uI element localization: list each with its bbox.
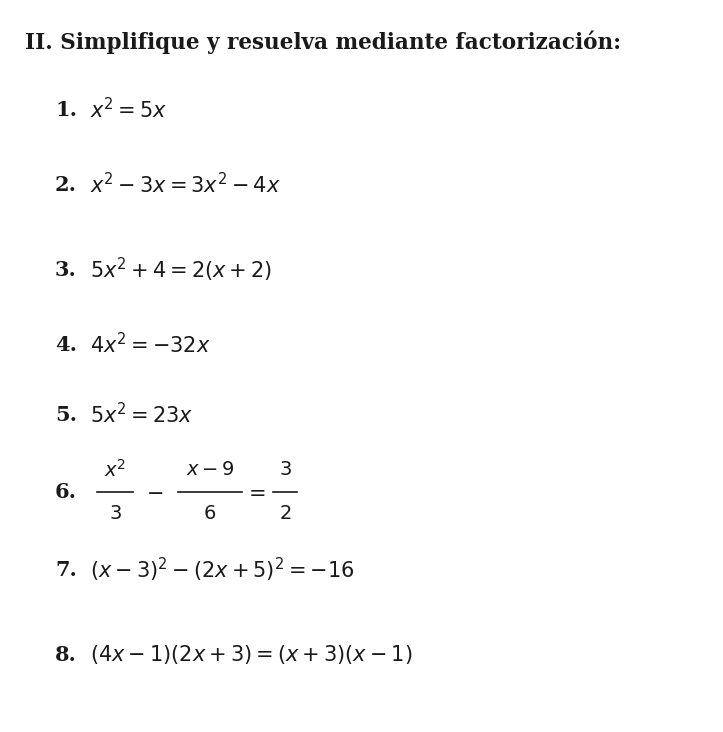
Text: $x^{2}$: $x^{2}$ — [104, 459, 126, 481]
Text: 3.: 3. — [55, 260, 77, 280]
Text: 8.: 8. — [55, 645, 77, 665]
Text: $(x-3)^{2}-(2x+5)^{2}={-}16$: $(x-3)^{2}-(2x+5)^{2}={-}16$ — [90, 556, 354, 584]
Text: $-$: $-$ — [146, 482, 163, 501]
Text: $4x^{2} = {-}32x$: $4x^{2} = {-}32x$ — [90, 332, 210, 358]
Text: $=$: $=$ — [244, 482, 266, 501]
Text: $x^{2} - 3x = 3x^{2} - 4x$: $x^{2} - 3x = 3x^{2} - 4x$ — [90, 173, 281, 198]
Text: $3$: $3$ — [108, 505, 121, 523]
Text: $5x^{2} = 23x$: $5x^{2} = 23x$ — [90, 403, 193, 427]
Text: 4.: 4. — [55, 335, 77, 355]
Text: 2.: 2. — [55, 175, 77, 195]
Text: $6$: $6$ — [203, 505, 217, 523]
Text: $x-9$: $x-9$ — [186, 461, 234, 479]
Text: 5.: 5. — [55, 405, 77, 425]
Text: $5x^{2} + 4 = 2(x + 2)$: $5x^{2} + 4 = 2(x + 2)$ — [90, 256, 272, 284]
Text: $3$: $3$ — [278, 461, 291, 479]
Text: 7.: 7. — [55, 560, 77, 580]
Text: 6.: 6. — [55, 482, 77, 502]
Text: $(4x-1)(2x+3)=(x+3)(x-1)$: $(4x-1)(2x+3)=(x+3)(x-1)$ — [90, 643, 413, 667]
Text: $x^{2} = 5x$: $x^{2} = 5x$ — [90, 97, 167, 122]
Text: $2$: $2$ — [279, 505, 291, 523]
Text: 1.: 1. — [55, 100, 77, 120]
Text: II. Simplifique y resuelva mediante factorización:: II. Simplifique y resuelva mediante fact… — [25, 30, 621, 53]
